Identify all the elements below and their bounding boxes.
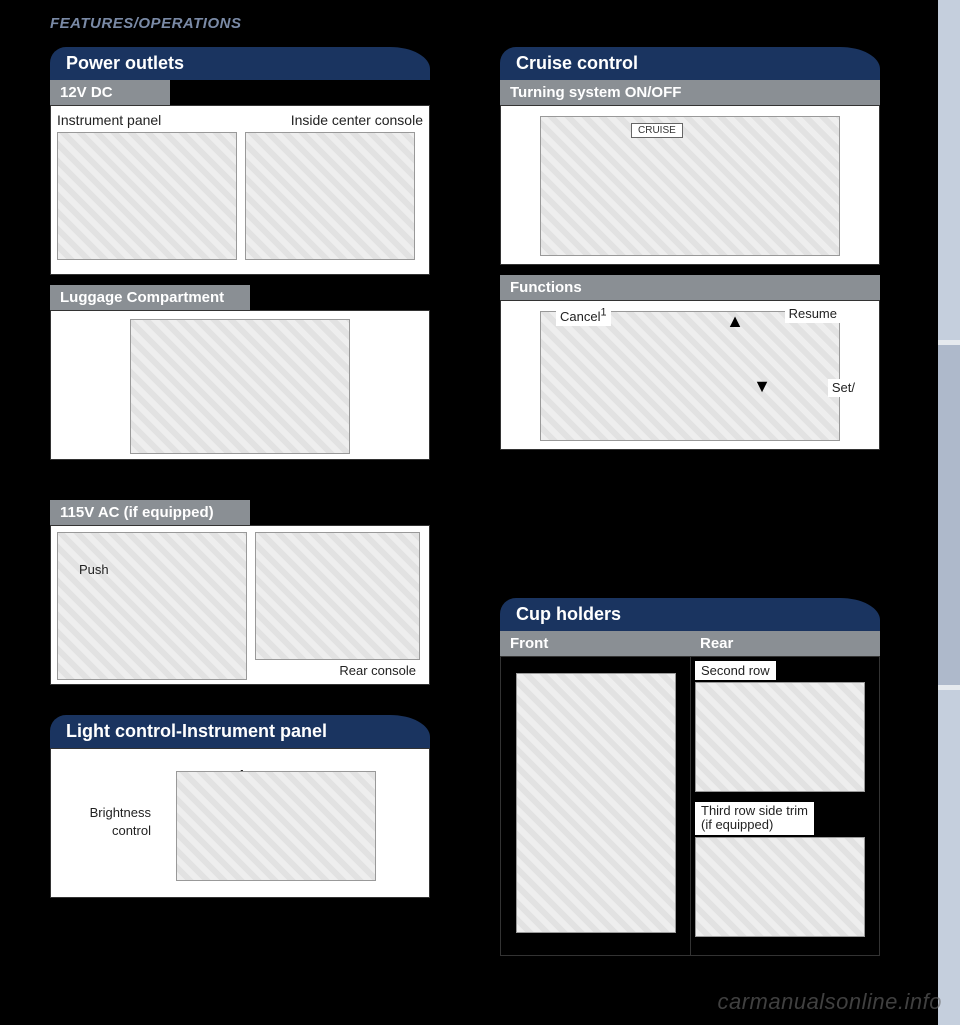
outlets-12v-box: Instrument panel Inside center console	[50, 105, 430, 275]
label-cancel: Cancel1	[560, 309, 607, 324]
subheading-rear: Rear	[690, 631, 880, 656]
illustration-115v-rear	[255, 532, 420, 660]
cruise-control-panel: Cruise control Turning system ON/OFF CRU…	[500, 47, 880, 450]
label-set: Set/	[832, 380, 855, 395]
illustration-second-row-cupholder	[695, 682, 865, 792]
cup-front-box	[500, 656, 690, 956]
outlets-115v-box: Push Rear console	[50, 525, 430, 685]
label-second-row: Second row	[695, 661, 776, 680]
label-inside-console: Inside center console	[291, 112, 423, 128]
subheading-cruise-onoff: Turning system ON/OFF	[500, 80, 880, 105]
light-control-panel: Light control-Instrument panel Brightnes…	[50, 715, 430, 898]
light-control-box: Brightness control + -	[50, 748, 430, 898]
panel-title-light-control: Light control-Instrument panel	[50, 715, 430, 748]
left-column: Power outlets 12V DC Instrument panel In…	[50, 47, 430, 974]
label-push: Push	[79, 562, 109, 577]
illustration-front-cupholder	[516, 673, 676, 933]
subheading-cruise-functions: Functions	[500, 275, 880, 300]
label-resume: Resume	[789, 306, 837, 321]
subheading-front: Front	[500, 631, 690, 656]
label-instrument-panel: Instrument panel	[57, 112, 161, 128]
illustration-third-row-cupholder	[695, 837, 865, 937]
arrow-up-icon: ▲	[726, 311, 744, 332]
panel-title-cup-holders: Cup holders	[500, 598, 880, 631]
illustration-cruise-stalk: CRUISE	[540, 116, 840, 256]
panel-title-cruise: Cruise control	[500, 47, 880, 80]
arrow-down-icon: ▼	[753, 376, 771, 397]
illustration-instrument-panel-outlet	[57, 132, 237, 260]
illustration-console-outlet	[245, 132, 415, 260]
section-header: FEATURES/OPERATIONS	[50, 15, 930, 32]
illustration-115v-switch	[57, 532, 247, 680]
panel-title-power-outlets: Power outlets	[50, 47, 430, 80]
subheading-115v: 115V AC (if equipped)	[50, 500, 250, 525]
cruise-onoff-box: CRUISE	[500, 105, 880, 265]
cup-holders-panel: Cup holders Front Rear Second row	[500, 598, 880, 956]
subheading-luggage: Luggage Compartment	[50, 285, 250, 310]
cruise-indicator: CRUISE	[631, 123, 683, 138]
label-rear-console: Rear console	[339, 663, 416, 678]
label-third-row: Third row side trim (if equipped)	[695, 802, 814, 835]
illustration-cruise-functions	[540, 311, 840, 441]
watermark-text: carmanualsonline.info	[717, 989, 942, 1015]
outlets-luggage-box	[50, 310, 430, 460]
illustration-brightness-dial	[176, 771, 376, 881]
label-brightness: Brightness control	[90, 805, 151, 838]
subheading-12v: 12V DC	[50, 80, 170, 105]
cup-rear-box: Second row Third row side trim (if equip…	[690, 656, 880, 956]
cruise-functions-box: Cancel1 Resume Set/ ▲ ▼	[500, 300, 880, 450]
power-outlets-panel: Power outlets 12V DC Instrument panel In…	[50, 47, 430, 685]
illustration-luggage-outlet	[130, 319, 350, 454]
right-column: Cruise control Turning system ON/OFF CRU…	[500, 47, 880, 974]
